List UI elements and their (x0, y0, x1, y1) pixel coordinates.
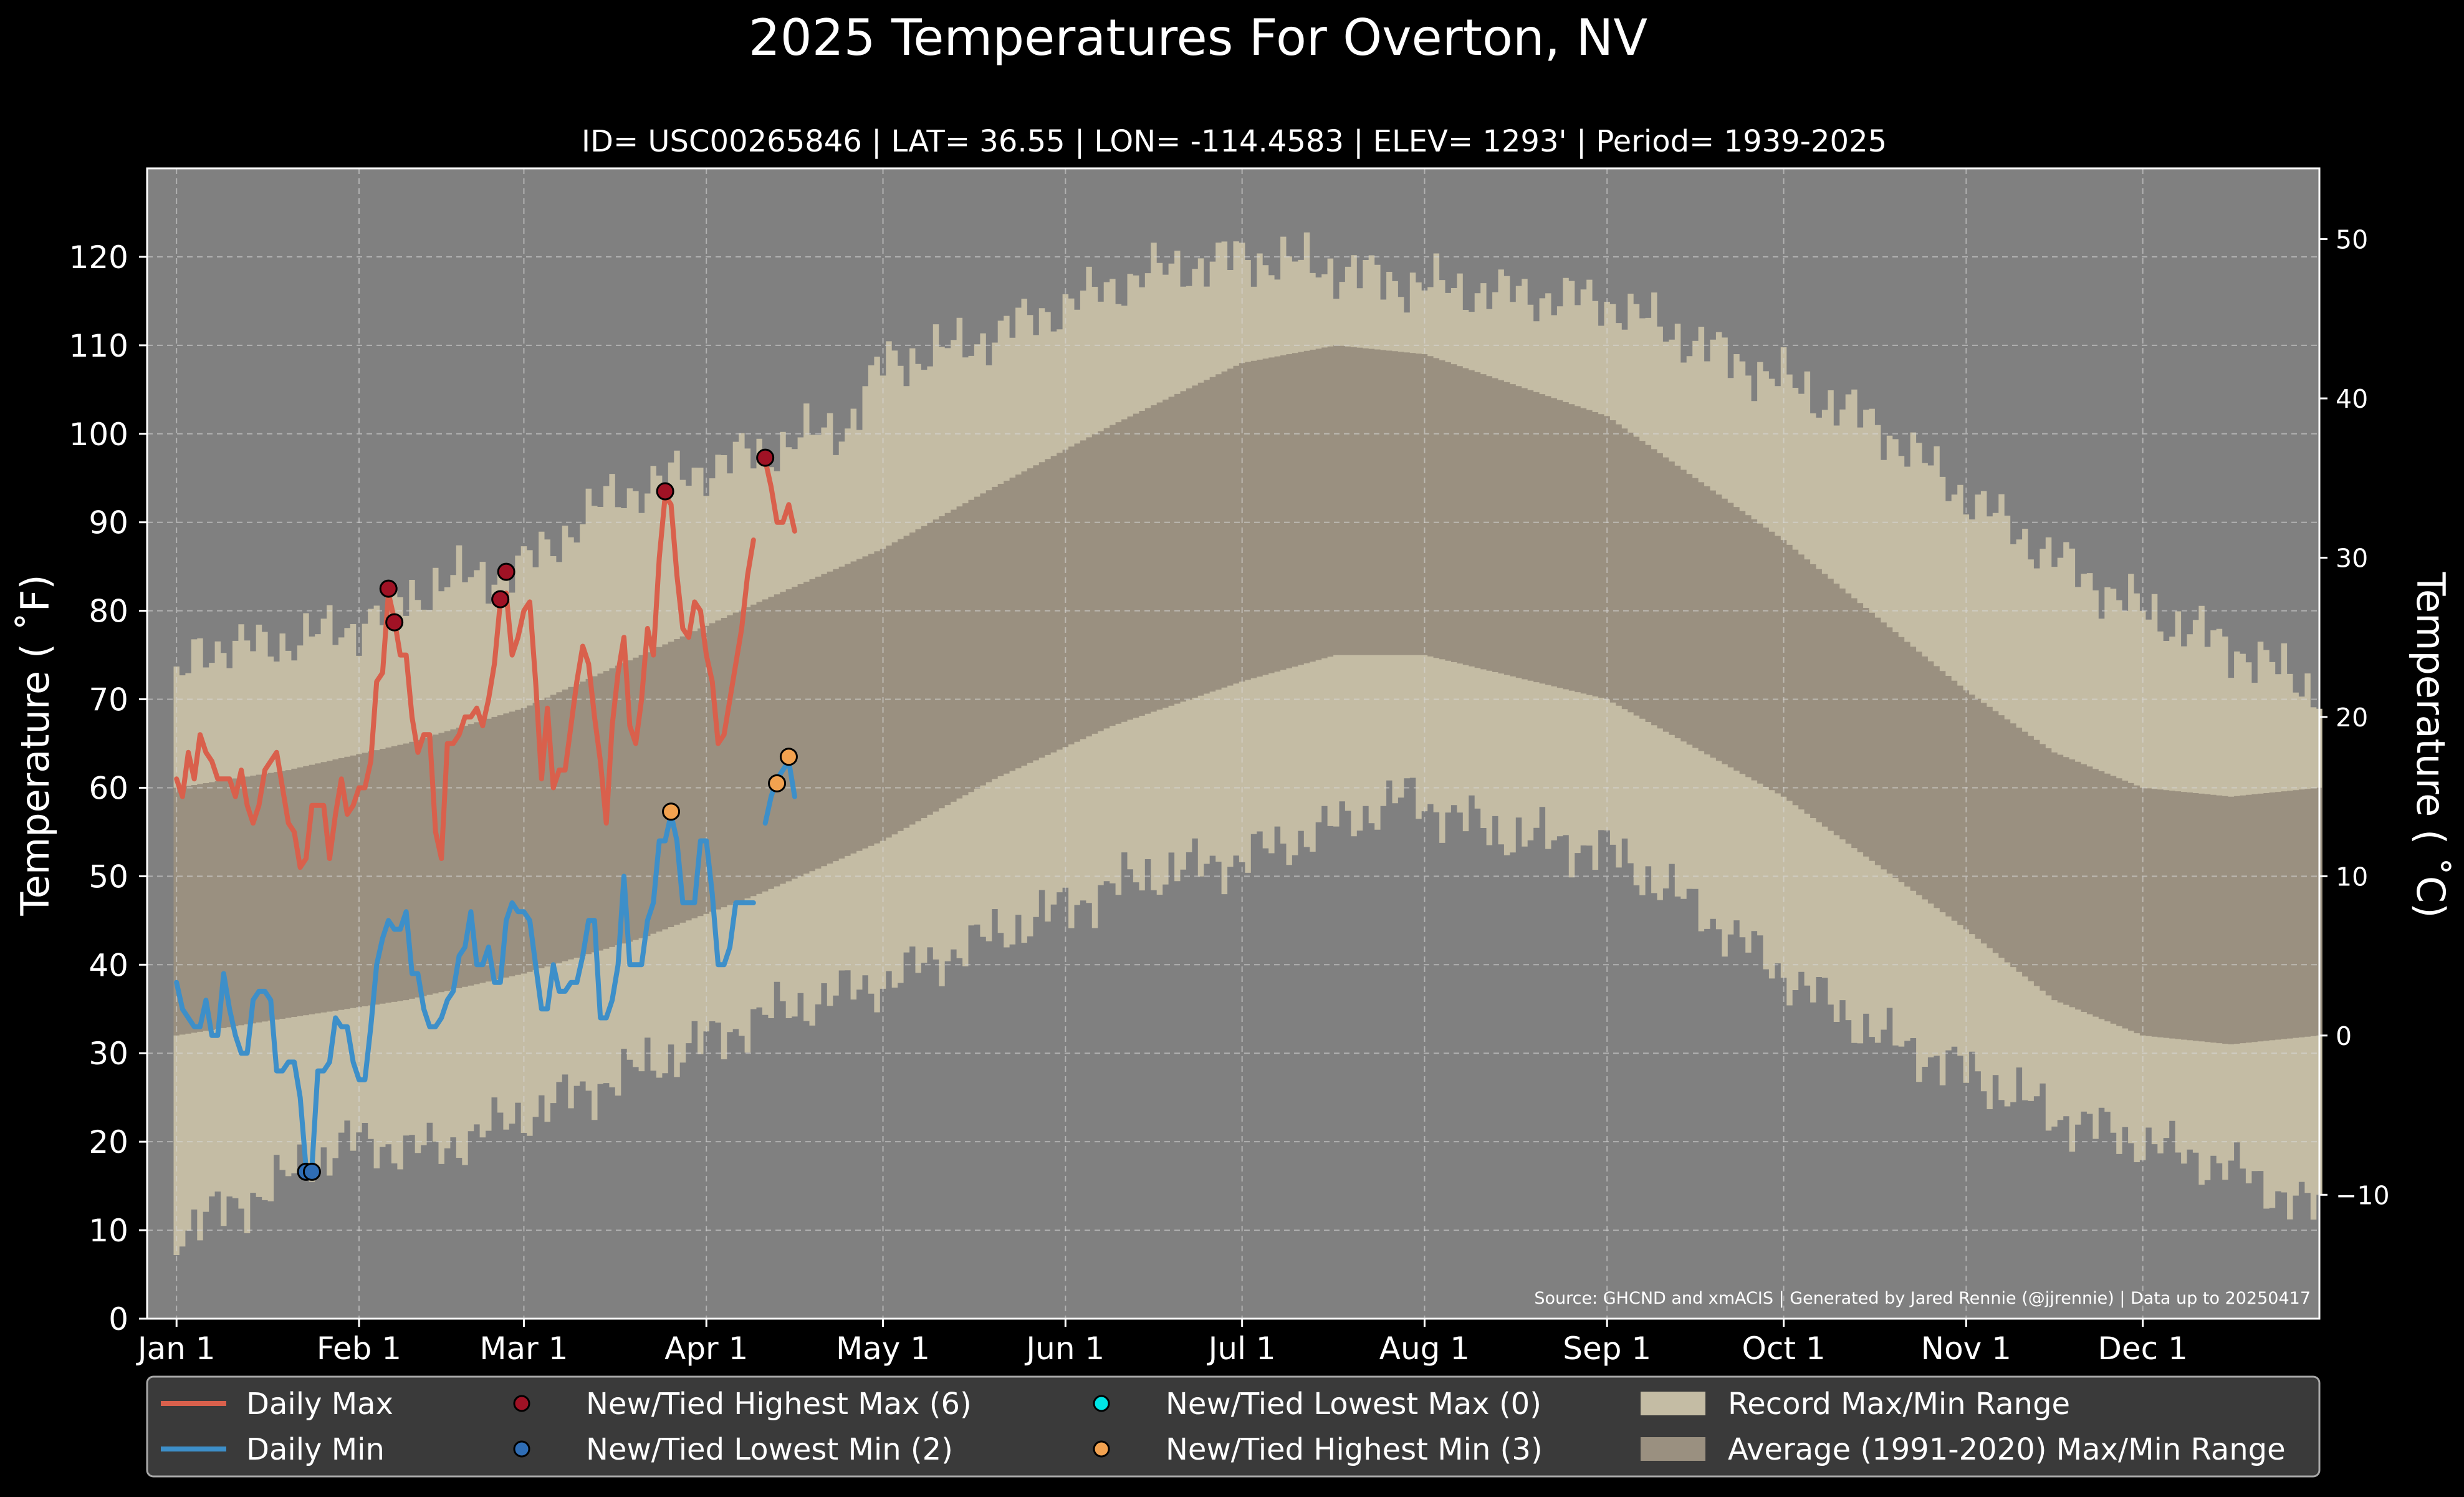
x-tick-label: Dec 1 (2097, 1331, 2187, 1367)
chart-title: 2025 Temperatures For Overton, NV (749, 9, 1647, 67)
y-tick-label: 50 (89, 859, 128, 895)
x-tick-label: Mar 1 (479, 1331, 568, 1367)
series-line-daily-min (762, 758, 797, 826)
legend-swatch-patch (1641, 1392, 1705, 1415)
legend-swatch-marker (1093, 1440, 1110, 1458)
legend-label: New/Tied Highest Max (6) (586, 1387, 972, 1422)
x-tick-label: Oct 1 (1742, 1331, 1825, 1367)
record-marker-highest-max (379, 579, 398, 598)
y2-tick-label: 20 (2336, 703, 2368, 733)
legend-label: Record Max/Min Range (1728, 1387, 2070, 1422)
y-tick-label: 80 (89, 594, 128, 630)
y-axis-label-left: Temperature ( ˚F) (12, 574, 58, 916)
legend-swatch-marker (513, 1440, 530, 1458)
legend-label: Average (1991-2020) Max/Min Range (1728, 1432, 2286, 1467)
record-marker-highest-max (756, 448, 775, 467)
y2-tick-label: 0 (2336, 1021, 2352, 1051)
x-tick-label: May 1 (836, 1331, 930, 1367)
y2-tick-label: 40 (2336, 384, 2368, 414)
record-marker-highest-min (768, 774, 787, 792)
record-marker-highest-max (491, 590, 510, 609)
chart-subtitle: ID= USC00265846 | LAT= 36.55 | LON= -114… (582, 124, 1887, 159)
y-axis-right: −10 0 10 20 30 40 50 (2319, 225, 2390, 1210)
x-tick-label: Aug 1 (1379, 1331, 1470, 1367)
y-tick-label: 60 (89, 770, 128, 806)
y-tick-label: 10 (89, 1213, 128, 1249)
legend: Daily Max Daily Min New/Tied Highest Max (… (146, 1375, 2321, 1478)
y-tick-label: 120 (69, 239, 128, 276)
x-tick-label: Nov 1 (1921, 1331, 2011, 1367)
plot-frame (146, 167, 2321, 1320)
record-markers (297, 448, 798, 1181)
x-tick-label: Feb 1 (317, 1331, 401, 1367)
y-tick-label: 110 (69, 328, 128, 364)
record-marker-highest-min (779, 748, 798, 766)
source-note: Source: GHCND and xmACIS | Generated by … (1534, 1289, 2311, 1308)
record-marker-highest-max (497, 562, 515, 581)
y-axis-left: 0 10 20 30 40 50 60 70 80 90 100 110 120 (69, 239, 147, 1337)
plot-area: Source: GHCND and xmACIS | Generated by … (146, 167, 2323, 1320)
y-tick-label: 30 (89, 1036, 128, 1072)
daily-lines (174, 458, 797, 1171)
y2-tick-label: 30 (2336, 543, 2368, 573)
y-tick-label: 100 (69, 416, 128, 453)
series-line-daily-max (174, 493, 756, 870)
y2-tick-label: −10 (2336, 1180, 2390, 1210)
legend-swatch-marker (513, 1395, 530, 1412)
x-tick-label: Apr 1 (664, 1331, 748, 1367)
y-tick-label: 0 (108, 1301, 128, 1337)
series-line-daily-min (174, 812, 756, 1171)
record-range-band (173, 232, 2323, 1255)
legend-label: New/Tied Lowest Min (2) (586, 1432, 953, 1467)
record-marker-highest-min (662, 802, 681, 821)
legend-swatch-marker (1093, 1395, 1110, 1412)
y-tick-label: 20 (89, 1124, 128, 1160)
legend-box (146, 1375, 2321, 1478)
y2-tick-label: 10 (2336, 862, 2368, 892)
x-tick-label: Jul 1 (1207, 1331, 1276, 1367)
legend-label: New/Tied Lowest Max (0) (1166, 1387, 1541, 1422)
y-tick-label: 90 (89, 505, 128, 541)
record-marker-highest-max (656, 482, 674, 501)
record-marker-lowest-min (302, 1162, 321, 1181)
series-line-daily-max (762, 458, 797, 534)
y-tick-label: 70 (89, 682, 128, 718)
x-tick-label: Jan 1 (136, 1331, 216, 1367)
legend-label: Daily Min (246, 1432, 385, 1467)
y-tick-label: 40 (89, 947, 128, 983)
y2-tick-label: 50 (2336, 225, 2368, 255)
x-axis: Jan 1 Feb 1 Mar 1 Apr 1 May 1 Jun 1 Jul 1 Aug 1… (136, 1319, 2188, 1367)
grid-lines (147, 168, 2319, 1319)
y-axis-label-right: Temperature ( ˚C) (2408, 572, 2453, 918)
legend-swatch-patch (1641, 1437, 1705, 1461)
x-tick-label: Sep 1 (1563, 1331, 1651, 1367)
legend-label: New/Tied Highest Min (3) (1166, 1432, 1543, 1467)
record-marker-highest-max (385, 613, 404, 632)
x-tick-label: Jun 1 (1024, 1331, 1105, 1367)
legend-label: Daily Max (246, 1387, 393, 1422)
